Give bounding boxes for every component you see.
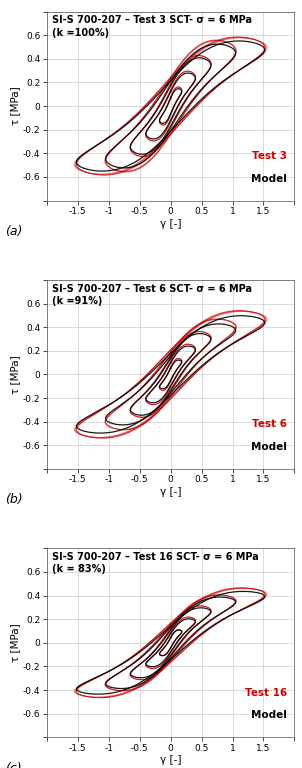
Text: SI-S 700-207 – Test 3 SCT- σ = 6 MPa
(k =100%): SI-S 700-207 – Test 3 SCT- σ = 6 MPa (k … [52,15,252,38]
X-axis label: γ [-]: γ [-] [160,219,182,229]
Text: Model: Model [251,710,287,720]
Text: (a): (a) [5,225,22,238]
Text: SI-S 700-207 – Test 6 SCT- σ = 6 MPa
(k =91%): SI-S 700-207 – Test 6 SCT- σ = 6 MPa (k … [52,283,252,306]
Y-axis label: τ [MPa]: τ [MPa] [10,355,20,394]
Y-axis label: τ [MPa]: τ [MPa] [10,87,20,125]
Text: (b): (b) [5,494,22,506]
X-axis label: γ [-]: γ [-] [160,487,182,497]
Text: SI-S 700-207 – Test 16 SCT- σ = 6 MPa
(k = 83%): SI-S 700-207 – Test 16 SCT- σ = 6 MPa (k… [52,552,259,574]
X-axis label: γ [-]: γ [-] [160,755,182,765]
Text: Test 16: Test 16 [245,687,287,697]
Text: Test 6: Test 6 [252,419,287,429]
Text: Model: Model [251,174,287,184]
Text: Model: Model [251,442,287,452]
Text: Test 3: Test 3 [252,151,287,161]
Y-axis label: τ [MPa]: τ [MPa] [10,624,20,662]
Text: (c): (c) [5,762,21,768]
